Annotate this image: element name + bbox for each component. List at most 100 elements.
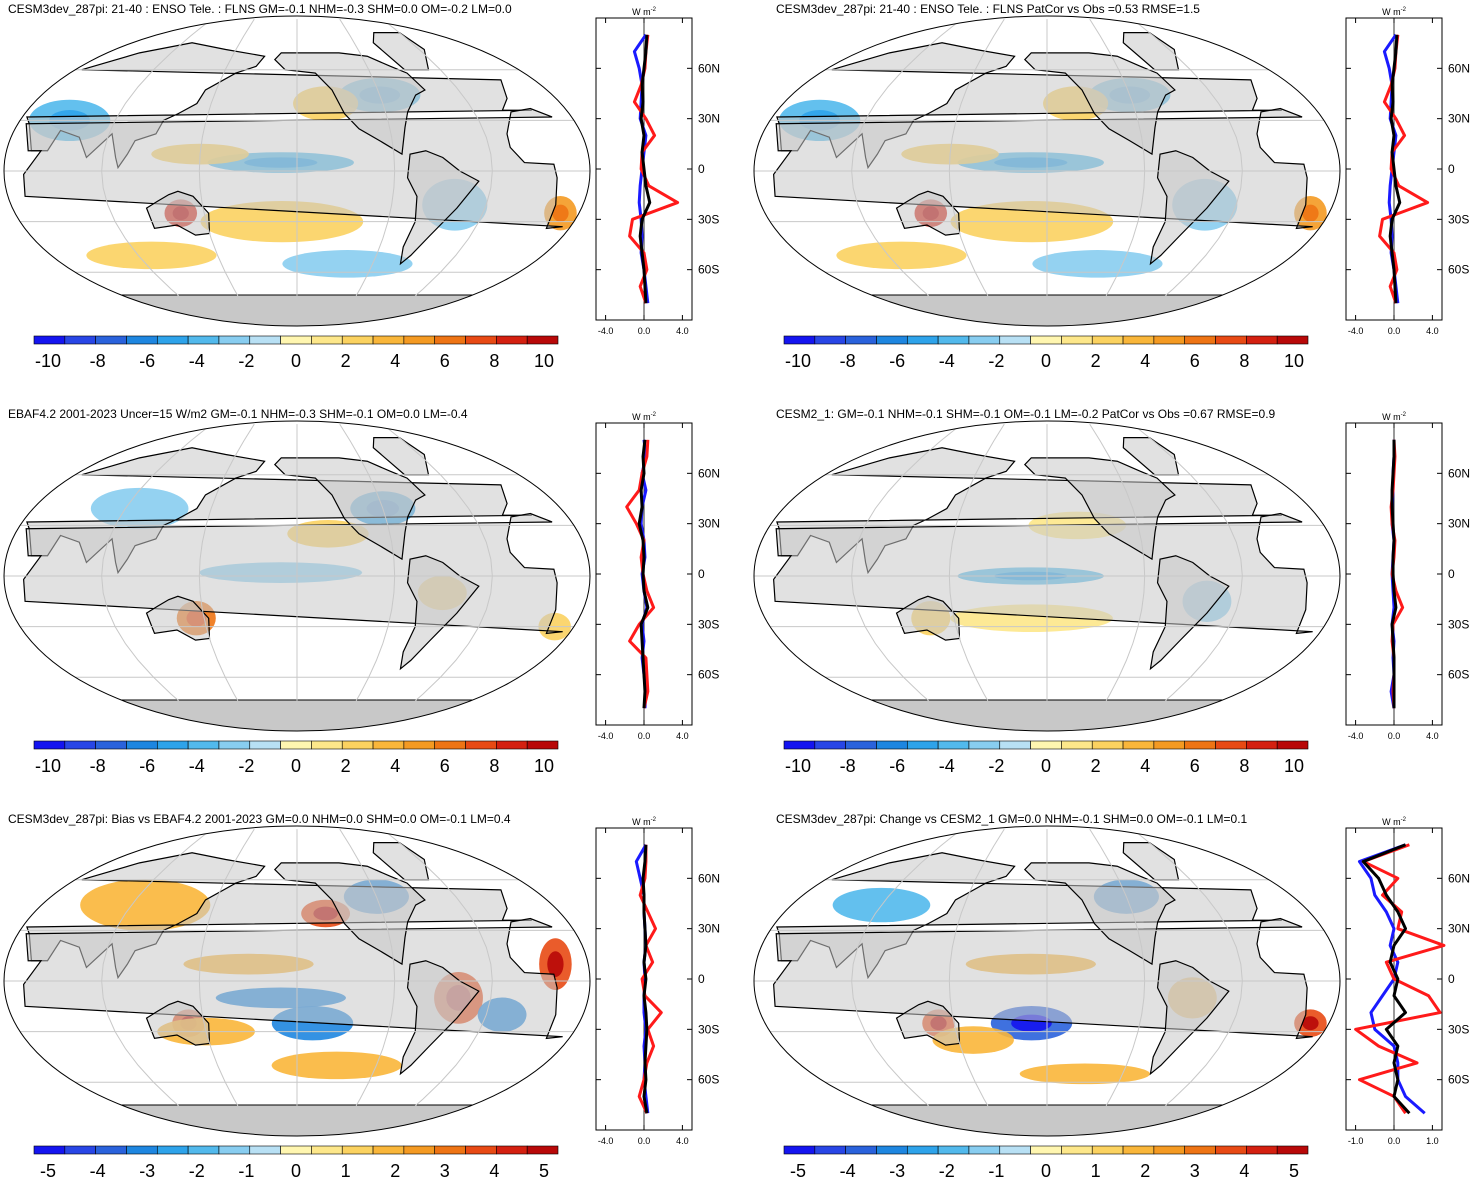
colorbar-box: [1091, 335, 1124, 345]
panel-title: EBAF4.2 2001-2023 Uncer=15 W/m2 GM=-0.1 …: [8, 407, 468, 421]
longitude-line: [101, 423, 212, 729]
lat-tick-label: 30S: [1448, 212, 1469, 226]
zonal-mean-line-black: [638, 34, 652, 304]
lat-tick-label: 60S: [1448, 668, 1469, 682]
colorbar-box: [341, 335, 374, 345]
colorbar-label: -2: [939, 1161, 955, 1181]
continent: [1023, 862, 1176, 966]
anomaly-core: [1302, 1016, 1319, 1031]
lat-tick-label: 30N: [698, 112, 720, 126]
colorbar-box: [814, 1145, 846, 1155]
colorbar-box: [845, 1145, 877, 1155]
colorbar-box: [64, 335, 96, 345]
colorbar-box: [280, 335, 312, 345]
colorbar-label: 8: [1239, 351, 1249, 371]
colorbar-box: [1276, 335, 1309, 345]
x-tick-label: 0.0: [1388, 326, 1401, 336]
colorbar-box: [845, 335, 877, 345]
x-tick-label: 4.0: [676, 1136, 689, 1146]
colorbar: -5 -4 -3 -2 -1 0 1 2 3 4 5: [783, 1145, 1309, 1181]
colorbar-box: [1091, 1145, 1124, 1155]
colorbar-box: [33, 740, 66, 750]
anomaly-blob: [1019, 1063, 1150, 1085]
colorbar-box: [526, 740, 559, 750]
panel-svg: -5 -4 -3 -2 -1 0 1 2 3 4 5 -1.0 0.0 1.0 W m-2 60N 30N 0 30…: [753, 817, 1470, 1181]
continent: [1149, 960, 1230, 1076]
anomaly-core: [547, 951, 564, 978]
colorbar-box: [1215, 1145, 1247, 1155]
colorbar-label: 0: [291, 351, 301, 371]
colorbar-box: [434, 740, 466, 750]
x-tick-label: 0.0: [1388, 1136, 1401, 1146]
colorbar-box: [1215, 335, 1247, 345]
colorbar-box: [156, 335, 189, 345]
lat-tick-label: 30N: [1448, 922, 1470, 936]
colorbar-box: [218, 335, 251, 345]
colorbar-label: -4: [189, 351, 205, 371]
lat-tick-label: 0: [1448, 972, 1455, 986]
colorbar-box: [280, 740, 312, 750]
colorbar-label: 0: [1041, 756, 1051, 776]
zonal-mean-profile: -4.0 0.0 4.0 W m-2 60N 30N 0 30S 60S: [595, 7, 720, 336]
anomaly-core: [1302, 204, 1319, 222]
longitude-line: [101, 18, 212, 324]
lat-tick-label: 30S: [1448, 1022, 1469, 1036]
colorbar-box: [126, 1145, 158, 1155]
colorbar-label: -2: [238, 756, 254, 776]
colorbar-label: 0: [291, 756, 301, 776]
world-map: [753, 15, 1341, 327]
map-border: [3, 420, 591, 732]
zonal-mean-line-black: [637, 439, 650, 709]
colorbar-label: -5: [40, 1161, 56, 1181]
colorbar-box: [465, 740, 497, 750]
colorbar-label: -10: [785, 351, 811, 371]
anomaly-blob: [836, 241, 967, 270]
zonal-mean-line-black: [1361, 843, 1411, 1115]
lat-tick-label: 60N: [698, 871, 720, 885]
colorbar-box: [526, 335, 559, 345]
colorbar-label: 2: [1091, 351, 1101, 371]
world-map: [3, 420, 591, 732]
zonal-mean-line-red: [628, 34, 680, 304]
colorbar-box: [968, 335, 1001, 345]
panel-4: CESM2_1: GM=-0.1 NHM=-0.1 SHM=-0.1 OM=-0…: [750, 405, 1483, 795]
continent: [895, 1000, 961, 1046]
colorbar-label: -3: [889, 1161, 905, 1181]
lat-tick-label: 30S: [698, 212, 719, 226]
colorbar-label: -4: [939, 351, 955, 371]
colorbar-box: [403, 1145, 436, 1155]
colorbar-box: [249, 1145, 281, 1155]
colorbar: -10 -8 -6 -4 -2 0 2 4 6 8 10: [33, 740, 559, 776]
longitude-line: [339, 828, 396, 1134]
longitude-line: [382, 423, 493, 729]
longitude-line: [1089, 828, 1146, 1134]
colorbar-label: -2: [988, 351, 1004, 371]
colorbar-box: [372, 740, 405, 750]
longitude-line: [198, 18, 255, 324]
x-tick-label: 0.0: [638, 326, 651, 336]
lat-tick-label: 30N: [1448, 517, 1470, 531]
colorbar-label: 5: [1289, 1161, 1299, 1181]
lat-tick-label: 0: [698, 972, 705, 986]
panel-2: CESM3dev_287pi: 21-40 : ENSO Tele. : FLN…: [750, 0, 1483, 390]
colorbar: -10 -8 -6 -4 -2 0 2 4 6 8 10: [783, 335, 1309, 371]
colorbar-box: [249, 740, 281, 750]
x-tick-label: -4.0: [1348, 326, 1364, 336]
colorbar-box: [372, 1145, 405, 1155]
colorbar-label: 1: [1091, 1161, 1101, 1181]
world-map: [753, 420, 1341, 732]
colorbar-box: [218, 740, 251, 750]
colorbar-label: -8: [90, 756, 106, 776]
colorbar-box: [33, 335, 66, 345]
lat-tick-label: 30N: [698, 517, 720, 531]
zonal-mean-profile: -4.0 0.0 4.0 W m-2 60N 30N 0 30S 60S: [1345, 7, 1470, 336]
colorbar-box: [156, 1145, 189, 1155]
colorbar-box: [1153, 335, 1186, 345]
lat-tick-label: 30S: [698, 617, 719, 631]
colorbar-label: 4: [1140, 756, 1150, 776]
map-border: [3, 15, 591, 327]
colorbar-label: -10: [35, 756, 61, 776]
colorbar-label: -4: [90, 1161, 106, 1181]
world-map: [3, 825, 591, 1137]
colorbar-box: [311, 740, 343, 750]
